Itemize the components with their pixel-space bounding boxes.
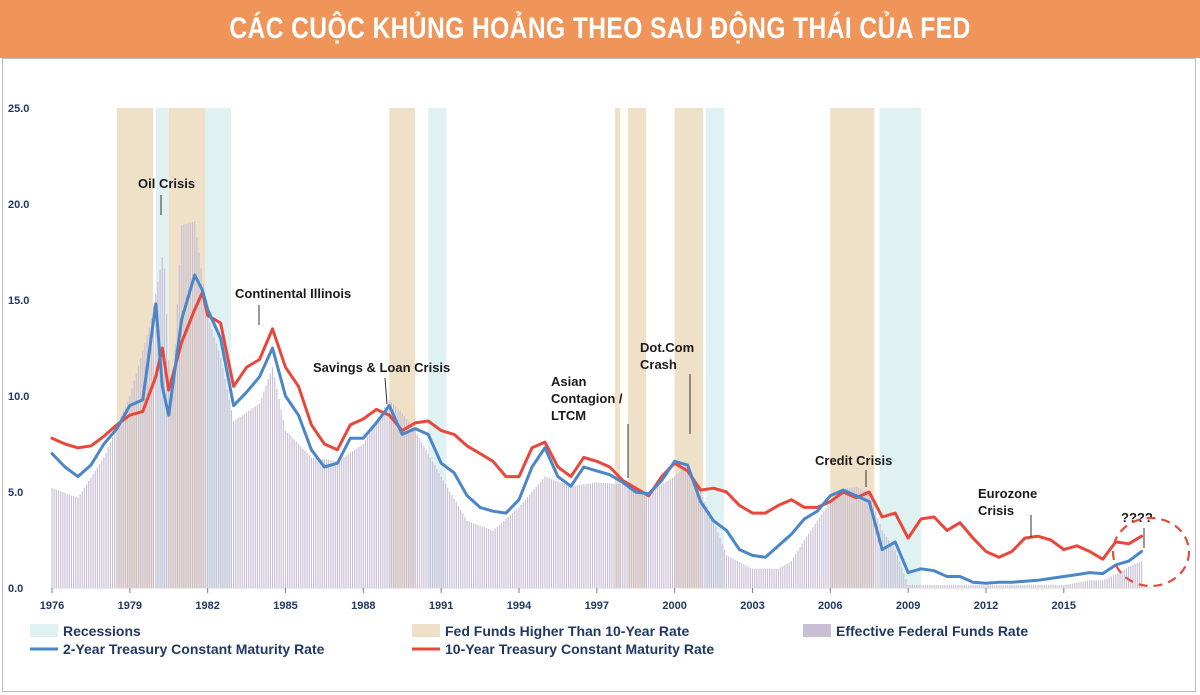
highlight-circle xyxy=(1111,516,1191,588)
annotation-leader xyxy=(384,377,388,405)
annotation-label: ???? xyxy=(1121,510,1153,525)
two-year-line xyxy=(50,273,1144,585)
annotation-line: Dot.Com xyxy=(640,340,694,355)
y-tick-label: 20.0 xyxy=(8,199,29,211)
fed-funds-bars xyxy=(51,221,1143,588)
annotation-label: Credit Crisis xyxy=(815,453,892,468)
x-tick-label: 1988 xyxy=(351,600,375,612)
x-tick-label: 1979 xyxy=(118,600,142,612)
legend-swatch xyxy=(803,624,831,637)
annotation-line: Eurozone xyxy=(978,486,1037,501)
x-tick-label: 1994 xyxy=(507,600,532,612)
annotation-label: Oil Crisis xyxy=(138,176,195,191)
legend-label: Fed Funds Higher Than 10-Year Rate xyxy=(445,623,689,639)
annotation-label: Dot.Com Crash xyxy=(640,340,694,372)
annotation-line: Credit Crisis xyxy=(815,453,892,468)
annotation-line: Contagion / xyxy=(551,391,623,406)
legend-label: Recessions xyxy=(63,623,141,639)
x-tick-label: 1976 xyxy=(40,600,64,612)
x-tick-label: 2012 xyxy=(974,600,998,612)
annotation-line: ???? xyxy=(1121,510,1153,525)
x-tick-label: 1982 xyxy=(195,600,219,612)
legend: Recessions Fed Funds Higher Than 10-Year … xyxy=(30,623,1028,657)
annotation-line: Asian xyxy=(551,374,586,389)
annotation-line: Oil Crisis xyxy=(138,176,195,191)
recession-band xyxy=(879,108,922,588)
legend-label: Effective Federal Funds Rate xyxy=(836,623,1028,639)
x-tick-label: 2015 xyxy=(1052,600,1076,612)
x-tick-label: 2000 xyxy=(662,600,686,612)
title-banner: CÁC CUỘC KHỦNG HOẢNG THEO SAU ĐỘNG THÁI … xyxy=(0,0,1200,58)
annotation-line: Crash xyxy=(640,357,677,372)
y-tick-label: 10.0 xyxy=(8,391,29,403)
y-tick-label: 25.0 xyxy=(8,103,29,115)
x-tick-label: 1991 xyxy=(429,600,453,612)
recession-band xyxy=(705,108,724,588)
annotation-line: Continental Illinois xyxy=(235,286,351,301)
x-tick-label: 2003 xyxy=(740,600,764,612)
fed-higher-band xyxy=(614,108,621,588)
annotation-label: Asian Contagion / LTCM xyxy=(551,374,623,423)
x-tick-label: 2009 xyxy=(896,600,920,612)
annotation-label: Savings & Loan Crisis xyxy=(313,360,450,375)
y-tick-label: 0.0 xyxy=(8,583,23,595)
y-tick-label: 15.0 xyxy=(8,295,29,307)
annotation-label: Continental Illinois xyxy=(235,286,351,301)
x-tick-label: 1985 xyxy=(273,600,297,612)
fed-higher-band xyxy=(627,108,647,588)
legend-label: 10-Year Treasury Constant Maturity Rate xyxy=(445,641,714,657)
chart-frame xyxy=(2,58,1196,692)
legend-label: 2-Year Treasury Constant Maturity Rate xyxy=(63,641,325,657)
annotation-line: Savings & Loan Crisis xyxy=(313,360,450,375)
x-tick-label: 1997 xyxy=(585,600,609,612)
annotation-line: LTCM xyxy=(551,408,586,423)
annotations-layer: Oil Crisis Continental Illinois Savings & … xyxy=(138,176,1191,588)
annotation-label: Eurozone Crisis xyxy=(978,486,1037,518)
x-tick-label: 2006 xyxy=(818,600,842,612)
legend-swatch xyxy=(30,624,58,637)
legend-swatch xyxy=(412,624,440,637)
y-tick-label: 5.0 xyxy=(8,487,23,499)
series-lines xyxy=(50,273,1144,585)
page-title: CÁC CUỘC KHỦNG HOẢNG THEO SAU ĐỘNG THÁI … xyxy=(229,12,971,45)
annotation-line: Crisis xyxy=(978,503,1014,518)
axes-layer: 0.0 5.0 10.0 15.0 20.0 25.0 1976 1979 1982 1985 19… xyxy=(8,103,1152,612)
